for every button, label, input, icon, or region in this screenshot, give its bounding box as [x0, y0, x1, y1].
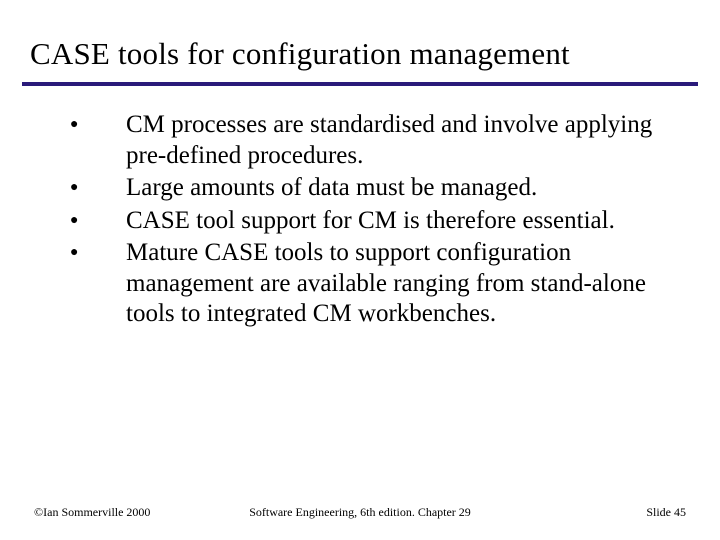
- slide-title: CASE tools for configuration management: [30, 36, 570, 72]
- slide-footer: ©Ian Sommerville 2000 Software Engineeri…: [34, 505, 686, 520]
- bullet-icon: ●: [60, 206, 126, 236]
- slide: CASE tools for configuration management …: [0, 0, 720, 540]
- bullet-text: Large amounts of data must be managed.: [126, 173, 670, 204]
- list-item: ● CM processes are standardised and invo…: [60, 110, 670, 171]
- title-underline: [22, 82, 698, 86]
- list-item: ● Large amounts of data must be managed.: [60, 173, 670, 204]
- bullet-icon: ●: [60, 110, 126, 140]
- footer-slide-number: Slide 45: [646, 505, 686, 520]
- bullet-text: Mature CASE tools to support configurati…: [126, 238, 670, 330]
- bullet-icon: ●: [60, 173, 126, 203]
- list-item: ● CASE tool support for CM is therefore …: [60, 206, 670, 237]
- bullet-icon: ●: [60, 238, 126, 268]
- list-item: ● Mature CASE tools to support configura…: [60, 238, 670, 330]
- footer-copyright: ©Ian Sommerville 2000: [34, 505, 150, 520]
- bullet-text: CM processes are standardised and involv…: [126, 110, 670, 171]
- bullet-text: CASE tool support for CM is therefore es…: [126, 206, 670, 237]
- slide-body: ● CM processes are standardised and invo…: [60, 110, 670, 332]
